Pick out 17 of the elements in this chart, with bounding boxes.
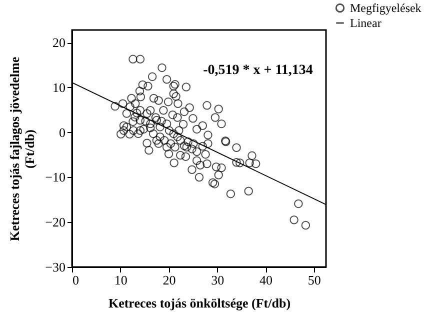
legend-label: Megfigyelések (350, 1, 422, 15)
y-tick-label: 0 (59, 124, 66, 140)
annotation: -0,519 * x + 11,134 (203, 63, 313, 78)
x-tick-label: 40 (260, 272, 273, 288)
x-tick-label: 50 (308, 272, 321, 288)
x-tick-label: 0 (72, 272, 79, 288)
y-tick-label: −20 (45, 214, 66, 230)
x-tick-label: 10 (114, 272, 128, 288)
y-tick-label: 10 (52, 80, 66, 95)
y-tick-label: −10 (45, 170, 66, 185)
y-tick-label: 20 (52, 35, 66, 50)
x-tick-label: 30 (211, 272, 224, 288)
y-tick-label: −30 (45, 260, 66, 274)
legend-label: Linear (350, 16, 382, 30)
y-axis-title: Ketreces tojás fajlagos jövedelme (Ft/db) (7, 56, 38, 242)
x-axis-title: Ketreces tojás önköltsége (Ft/db) (108, 296, 291, 310)
x-tick-label: 20 (162, 272, 176, 288)
